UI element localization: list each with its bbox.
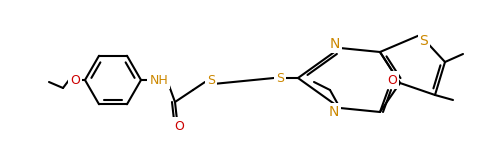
- Text: S: S: [207, 73, 215, 86]
- Text: O: O: [70, 73, 80, 86]
- Text: O: O: [387, 73, 397, 86]
- Text: N: N: [329, 105, 339, 119]
- Text: S: S: [420, 34, 429, 48]
- Text: O: O: [174, 120, 184, 133]
- Text: N: N: [330, 37, 340, 51]
- Text: NH: NH: [149, 73, 169, 86]
- Text: S: S: [276, 71, 284, 84]
